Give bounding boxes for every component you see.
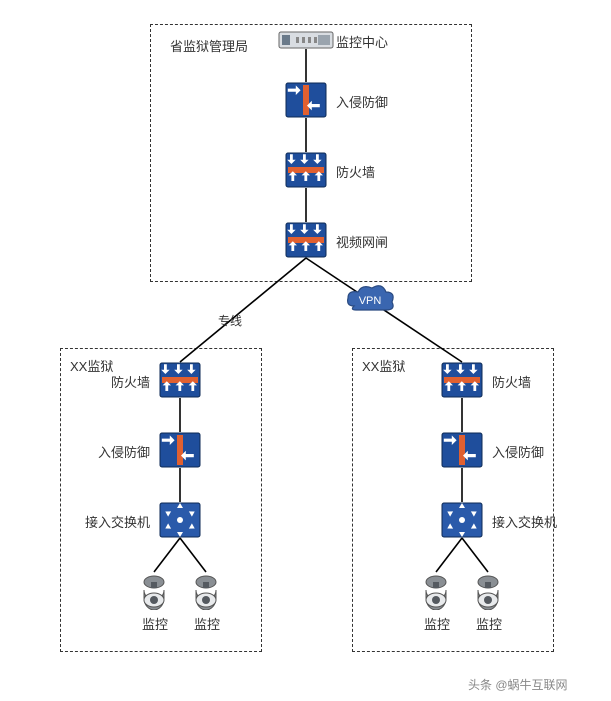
left-firewall-0 (159, 362, 201, 398)
link-label-dedicated: 专线 (218, 312, 242, 329)
left-camera-0 (140, 570, 168, 610)
top-gateway-3 (285, 222, 327, 258)
left-label-1: 入侵防御 (98, 442, 150, 461)
group-left-title: XX监狱 (70, 356, 113, 375)
right-label-0: 防火墙 (492, 372, 531, 391)
left-label-2: 接入交换机 (85, 512, 150, 531)
top-label-1: 入侵防御 (336, 92, 388, 111)
left-ips-1 (159, 432, 201, 468)
top-label-2: 防火墙 (336, 162, 375, 181)
footer-credit: 头条 @蜗牛互联网 (468, 676, 568, 693)
group-right-title: XX监狱 (362, 356, 405, 375)
right-ips-1 (441, 432, 483, 468)
right-camera-label-0: 监控 (424, 614, 450, 633)
group-top-title: 省监狱管理局 (170, 36, 248, 55)
right-camera-1 (474, 570, 502, 610)
top-firewall-2 (285, 152, 327, 188)
left-camera-1 (192, 570, 220, 610)
right-camera-label-1: 监控 (476, 614, 502, 633)
right-switch-2 (441, 502, 483, 538)
left-camera-label-0: 监控 (142, 614, 168, 633)
top-label-3: 视频网闸 (336, 232, 388, 251)
top-rackserver-0 (278, 31, 334, 49)
right-label-2: 接入交换机 (492, 512, 557, 531)
left-label-0: 防火墙 (111, 372, 150, 391)
left-camera-label-1: 监控 (194, 614, 220, 633)
left-switch-2 (159, 502, 201, 538)
top-label-0: 监控中心 (336, 32, 388, 51)
vpn-label: VPN (359, 295, 382, 307)
right-label-1: 入侵防御 (492, 442, 544, 461)
right-camera-0 (422, 570, 450, 610)
vpn-cloud: VPN (344, 284, 396, 321)
top-ips-1 (285, 82, 327, 118)
right-firewall-0 (441, 362, 483, 398)
